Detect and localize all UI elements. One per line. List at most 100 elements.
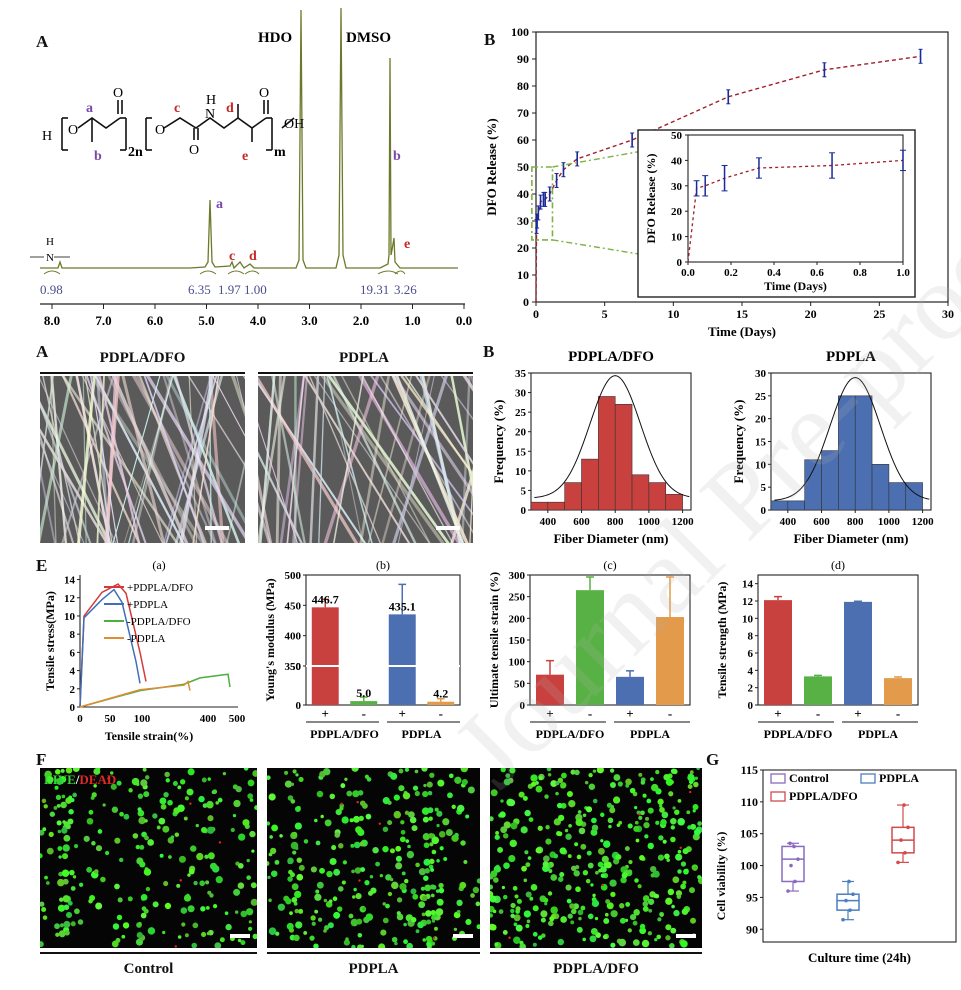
live-cell	[62, 820, 66, 824]
live-cell	[670, 836, 676, 843]
live-cell	[73, 844, 79, 849]
y-tick-label: 300	[509, 570, 526, 582]
live-cell	[91, 792, 97, 798]
live-cell	[323, 768, 331, 776]
live-cell	[575, 818, 583, 827]
live-cell	[619, 917, 626, 924]
fiber	[236, 376, 245, 414]
live-cell	[526, 919, 531, 924]
live-cell	[524, 850, 529, 855]
live-cell	[629, 913, 637, 921]
live-cell	[268, 927, 277, 935]
live-cell	[359, 800, 366, 807]
inset-frame	[637, 129, 916, 298]
live-cell	[415, 929, 420, 934]
live-cell	[137, 807, 142, 812]
live-cell	[465, 918, 472, 926]
gaussian-fit	[774, 377, 930, 501]
live-cell	[393, 810, 402, 819]
live-cell	[400, 829, 406, 835]
live-cell	[680, 940, 688, 948]
live-cell	[430, 910, 436, 916]
live-cell	[557, 831, 563, 837]
live-cell	[507, 799, 516, 807]
live-cell	[407, 844, 411, 849]
live-cell	[400, 820, 405, 825]
live-cell	[40, 853, 43, 859]
y-tick-label: 12	[742, 596, 754, 608]
x-axis-label: Culture time (24h)	[808, 950, 911, 965]
live-cell	[96, 768, 101, 771]
live-cell	[662, 839, 667, 844]
bar	[804, 676, 832, 705]
live-cell	[672, 768, 678, 775]
live-cell	[200, 931, 207, 938]
live-cell	[104, 850, 110, 856]
live-cell	[293, 934, 300, 942]
y-tick-label: 50	[517, 160, 529, 174]
live-cell	[635, 838, 640, 843]
live-cell	[609, 768, 615, 773]
live-cell	[470, 893, 475, 898]
live-cell	[502, 894, 508, 900]
live-cell	[184, 933, 189, 938]
box	[836, 893, 860, 911]
live-cell	[697, 821, 702, 826]
live-cell	[65, 911, 73, 919]
y-tick-label: 350	[285, 661, 302, 673]
struct-nh-h: H	[206, 93, 216, 108]
live-cell	[657, 798, 664, 805]
integral-6: 3.26	[394, 282, 417, 297]
live-cell	[411, 825, 418, 832]
live-cell	[568, 799, 576, 808]
fiber	[313, 376, 431, 543]
live-cell	[340, 783, 346, 789]
peak-letter-e: e	[404, 237, 410, 252]
y-tick-label: 8	[70, 629, 76, 641]
live-cell	[494, 942, 499, 947]
live-cell	[428, 816, 433, 821]
y-tick-label: 6	[748, 648, 754, 660]
live-cell	[250, 882, 257, 889]
x-tick-label: 1000	[638, 516, 661, 528]
integral-3: 1.97	[218, 282, 241, 297]
live-cell	[671, 904, 675, 909]
live-cell	[289, 911, 293, 916]
live-cell	[247, 779, 255, 787]
live-cell	[616, 823, 621, 827]
live-cell	[566, 898, 572, 904]
live-cell	[456, 909, 461, 914]
live-cell	[503, 778, 511, 786]
x-tick-label: 800	[607, 516, 624, 528]
live-cell	[609, 807, 616, 814]
live-cell	[490, 816, 494, 822]
live-cell	[247, 793, 254, 799]
live-cell	[414, 769, 419, 774]
data-point	[896, 860, 900, 865]
live-cell	[634, 805, 638, 810]
live-cell	[292, 769, 297, 774]
live-cell	[429, 858, 435, 865]
y-tick-label: 20	[755, 414, 767, 426]
sign-label: -	[362, 706, 366, 721]
live-cell	[268, 793, 276, 801]
live-cell	[41, 906, 47, 913]
live-cell	[524, 809, 531, 817]
live-cell	[56, 777, 64, 785]
live-cell	[672, 876, 680, 884]
live-cell	[696, 768, 700, 770]
live-cell	[499, 811, 506, 818]
group-label: PDPLA/DFO	[310, 727, 379, 741]
live-cell	[174, 832, 180, 837]
group-label: PDPLA	[630, 727, 670, 741]
caption-rule-3	[490, 952, 702, 954]
y-tick-label: 10	[755, 459, 767, 471]
live-cell	[251, 849, 255, 853]
live-cell	[215, 801, 219, 805]
live-cell	[565, 884, 572, 891]
live-cell	[502, 930, 508, 935]
y-tick-label: 35	[515, 368, 527, 380]
live-cell	[567, 854, 572, 859]
live-cell	[112, 923, 120, 930]
live-cell	[575, 886, 581, 893]
